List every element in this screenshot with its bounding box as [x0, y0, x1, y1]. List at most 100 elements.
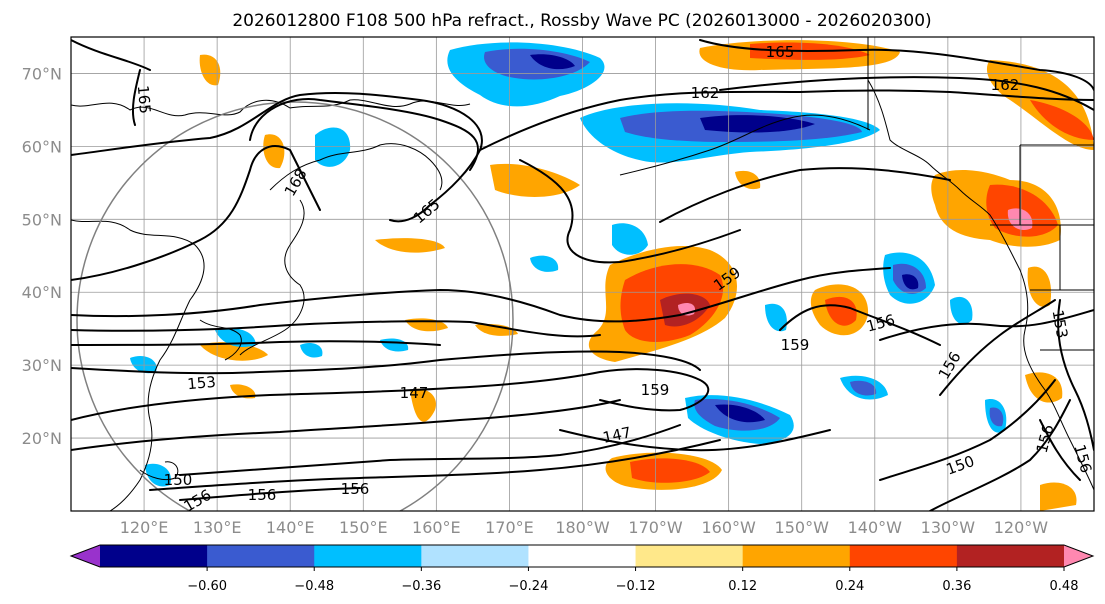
- longitude-label: 170°E: [485, 518, 534, 537]
- contour-label: 147: [400, 384, 429, 402]
- contour-label: 153: [1049, 308, 1072, 339]
- positive-anomaly-region: [475, 324, 518, 336]
- height-contour: [519, 159, 741, 264]
- contour-label: 156: [341, 480, 370, 498]
- positive-anomaly-region: [490, 163, 580, 197]
- coastline: [239, 199, 305, 356]
- height-contour: [929, 399, 1071, 511]
- map-frame: [70, 36, 1095, 512]
- negative-anomaly-region: [950, 296, 973, 325]
- colorbar-segment: [742, 545, 851, 567]
- longitude-label: 160°E: [412, 518, 461, 537]
- positive-anomaly-region: [199, 54, 221, 86]
- positive-anomaly-region: [825, 296, 857, 326]
- contour-label: 159: [641, 381, 670, 399]
- contour-label: 147: [601, 423, 633, 447]
- height-contour: [71, 350, 701, 375]
- height-contour: [71, 399, 621, 451]
- height-contour: [71, 145, 321, 281]
- coastline: [199, 319, 242, 361]
- contour-label: 162: [991, 76, 1020, 94]
- negative-anomaly-region: [902, 274, 919, 290]
- height-contours: [71, 39, 1094, 511]
- contour-label: 159: [781, 336, 810, 354]
- height-contour: [149, 439, 721, 491]
- latitude-label: 60°N: [22, 137, 62, 156]
- colorbar-segment: [421, 545, 529, 567]
- height-contour: [479, 89, 1094, 151]
- latitude-label: 50°N: [22, 210, 62, 229]
- height-contour: [1057, 299, 1094, 451]
- colorbar-tick-label: 0.24: [835, 579, 864, 594]
- figure-title: 2026012800 F108 500 hPa refract., Rossby…: [232, 11, 931, 31]
- longitude-label: 120°E: [120, 518, 169, 537]
- height-contour: [1039, 419, 1081, 481]
- negative-anomaly-region: [765, 303, 787, 332]
- coastline: [269, 143, 443, 191]
- height-contour: [71, 340, 441, 346]
- colorbar-tick-label: 0.36: [942, 579, 971, 594]
- negative-anomaly-region: [300, 343, 323, 358]
- negative-anomaly-region: [612, 223, 648, 255]
- negative-anomaly-region: [145, 463, 171, 487]
- height-contour: [249, 98, 480, 171]
- colorbar-tick-label: −0.24: [509, 579, 549, 594]
- positive-anomaly-region: [735, 170, 761, 190]
- negative-anomaly-region: [315, 127, 351, 167]
- negative-anomaly-region: [530, 54, 575, 70]
- colorbar: −0.60 −0.48 −0.36 −0.24 −0.12 0.12 0.24 0.36 0.4…: [69, 544, 1095, 594]
- negative-anomaly-region: [715, 404, 765, 423]
- colorbar-tick-labels: −0.60 −0.48 −0.36 −0.24 −0.12 0.12 0.24 0.36 0.4…: [187, 567, 1078, 594]
- negative-anomaly-region: [530, 255, 559, 272]
- colorbar-outline: [69, 544, 1095, 568]
- height-contour: [879, 309, 1094, 341]
- colorbar-tick-label: −0.12: [616, 579, 656, 594]
- latitude-label: 40°N: [22, 283, 62, 302]
- height-contour: [71, 39, 151, 126]
- negative-anomaly-region: [130, 355, 157, 374]
- height-contour: [939, 299, 1056, 396]
- positive-anomaly-region: [1027, 266, 1052, 307]
- longitude-label: 120°W: [994, 518, 1049, 537]
- coastline: [619, 114, 871, 176]
- height-contour: [779, 304, 941, 346]
- longitude-label: 150°W: [775, 518, 830, 537]
- height-contour: [559, 429, 831, 452]
- height-contour: [71, 91, 483, 223]
- longitude-label: 170°W: [628, 518, 683, 537]
- negative-anomaly-region: [484, 48, 590, 80]
- colorbar-segment: [314, 545, 422, 567]
- contour-label: 162: [691, 84, 720, 102]
- contour-label: 156: [248, 486, 277, 504]
- gridlines: [71, 37, 1094, 511]
- longitude-label: 130°W: [921, 518, 976, 537]
- negative-anomaly-region: [850, 380, 877, 396]
- map-panel: 165 165 162 162 168 165 159 156 159 159 …: [22, 36, 1095, 537]
- colorbar-segment: [849, 545, 958, 567]
- contour-label: 165: [766, 43, 795, 61]
- colorbar-tick-label: −0.48: [294, 579, 334, 594]
- height-contour: [179, 487, 361, 501]
- height-contour: [179, 424, 681, 476]
- height-contour: [71, 320, 601, 338]
- height-contour: [719, 76, 1094, 111]
- colorbar-segment: [100, 545, 208, 567]
- latitude-label: 30°N: [22, 356, 62, 375]
- latitude-tick-labels: 70°N 60°N 50°N 40°N 30°N 20°N: [22, 64, 62, 448]
- negative-anomaly-region: [989, 407, 1004, 427]
- positive-anomaly-region: [630, 458, 710, 483]
- coastline: [867, 79, 1094, 491]
- coastlines-layer: [71, 37, 1094, 511]
- height-contour: [71, 368, 710, 421]
- longitude-label: 150°E: [339, 518, 388, 537]
- colorbar-segment: [71, 545, 100, 567]
- colorbar-segments: [71, 545, 1093, 567]
- longitude-label: 180°W: [555, 518, 610, 537]
- colorbar-segment: [956, 545, 1065, 567]
- positive-anomaly-region: [263, 134, 285, 169]
- colorbar-segment: [207, 545, 315, 567]
- contour-label: 165: [134, 85, 154, 115]
- colorbar-segment: [1064, 545, 1093, 567]
- latitude-label: 70°N: [22, 64, 62, 83]
